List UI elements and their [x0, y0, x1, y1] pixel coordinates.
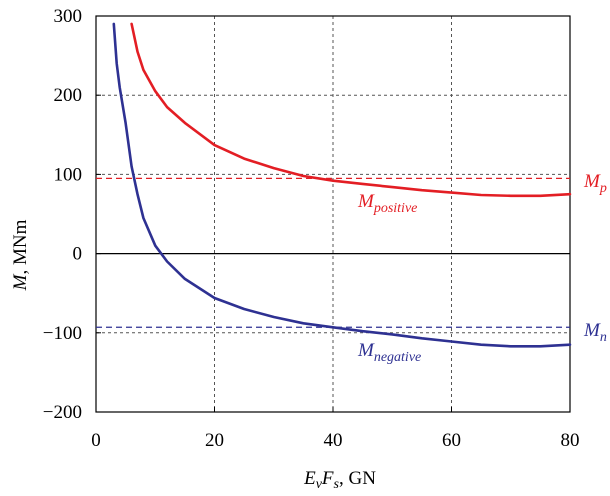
ref-label-mn: Mn	[583, 320, 607, 345]
x-tick-label: 80	[561, 430, 580, 451]
x-axis-title-unit: , GN	[339, 468, 376, 489]
y-axis-title: M, MNm	[10, 219, 31, 291]
series-group	[112, 22, 572, 348]
y-tick-label: 200	[54, 85, 83, 106]
x-tick-label: 20	[205, 430, 224, 451]
ref-label-mp: Mp	[583, 171, 607, 196]
y-tick-label: 0	[73, 244, 83, 265]
x-axis-title-sub2: s	[334, 477, 340, 492]
y-tick-label: −200	[43, 402, 82, 423]
x-tick-labels: 0 20 40 60 80	[91, 407, 580, 451]
y-axis-title-unit: , MNm	[10, 219, 31, 274]
y-tick-label: 300	[54, 6, 83, 27]
y-tick-label: −100	[43, 323, 82, 344]
series-line-positive	[130, 22, 572, 198]
x-axis-title-mid: F	[321, 468, 334, 489]
x-axis-title-main: E	[303, 468, 316, 489]
y-tick-label: 100	[54, 164, 83, 185]
series-line-negative	[112, 22, 572, 348]
x-tick-label: 60	[442, 430, 461, 451]
x-tick-label: 0	[91, 430, 101, 451]
series-label-negative: Mnegative	[357, 340, 421, 365]
grid	[96, 16, 570, 412]
series-label-positive: Mpositive	[357, 191, 417, 216]
y-axis-title-main: M	[10, 273, 31, 291]
x-tick-label: 40	[324, 430, 343, 451]
y-tick-labels: −200 −100 0 100 200 300	[43, 6, 101, 423]
x-axis-title-sub1: v	[316, 477, 323, 492]
x-axis-title: EvFs, GN	[303, 468, 376, 492]
reference-lines	[96, 177, 570, 328]
